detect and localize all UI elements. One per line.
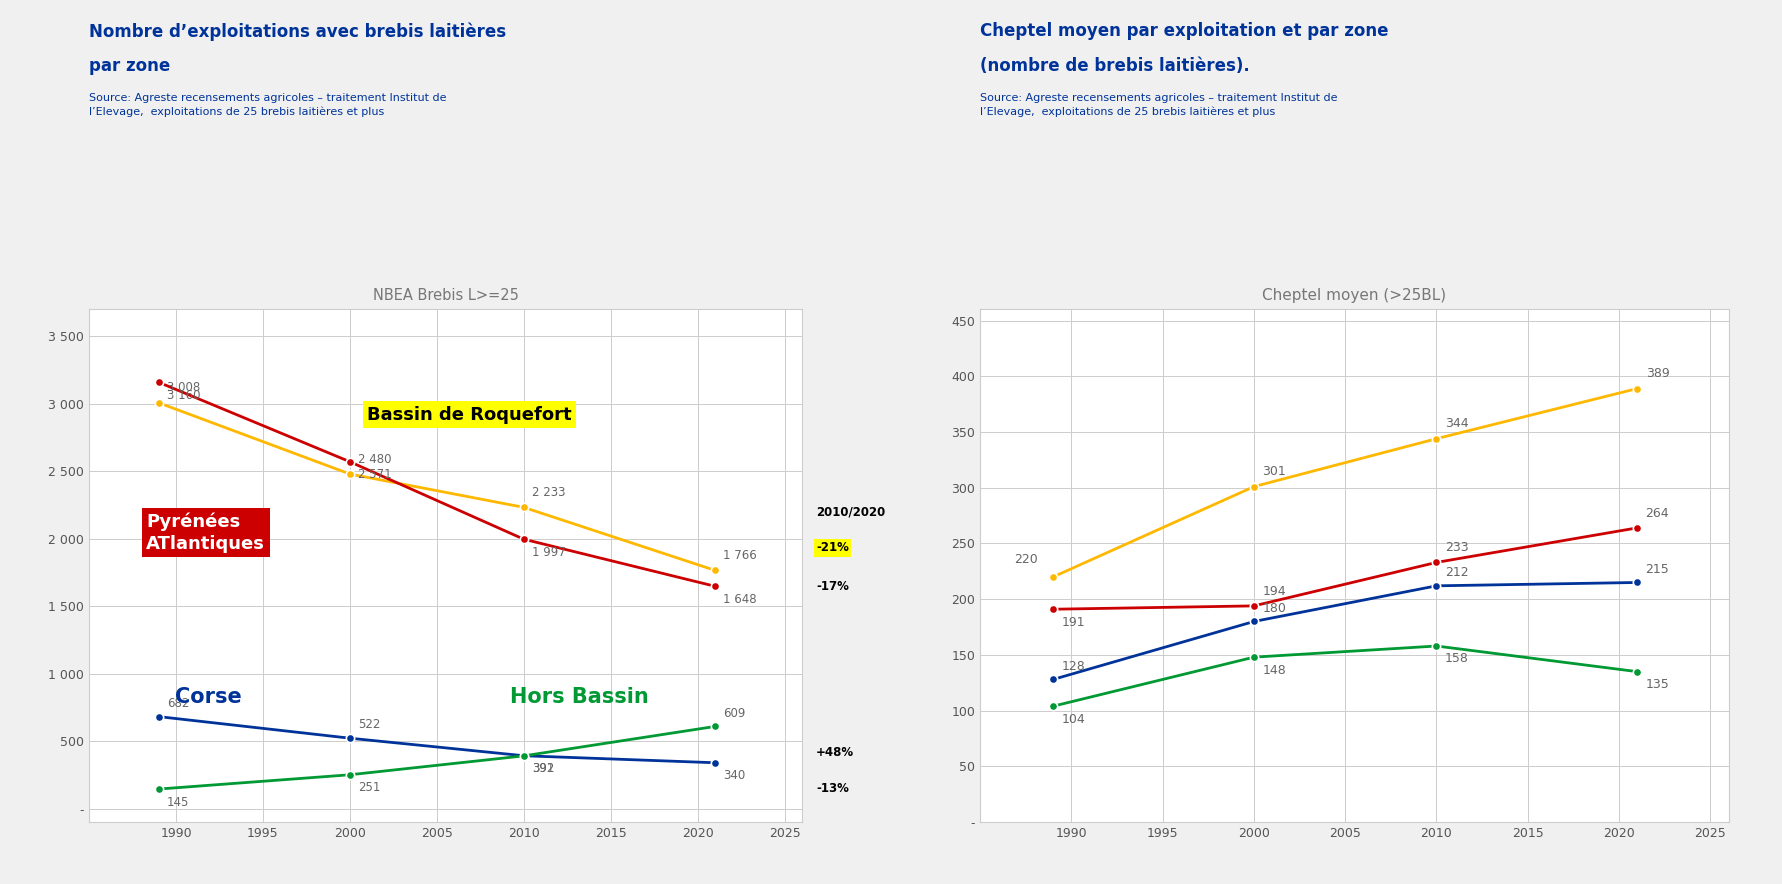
Text: 191: 191 [1062, 615, 1085, 629]
Text: 212: 212 [1445, 566, 1468, 579]
Text: 2 571: 2 571 [358, 469, 392, 481]
Text: 3 008: 3 008 [168, 381, 200, 394]
Text: 215: 215 [1645, 562, 1670, 575]
Text: 145: 145 [168, 796, 189, 809]
Text: -21%: -21% [816, 541, 848, 554]
Text: 522: 522 [358, 719, 381, 731]
Text: 301: 301 [1262, 465, 1287, 478]
Text: 1 997: 1 997 [533, 545, 567, 559]
Text: 609: 609 [723, 706, 745, 720]
Title: NBEA Brebis L>=25: NBEA Brebis L>=25 [372, 287, 519, 302]
Text: 340: 340 [723, 769, 745, 782]
Text: Nombre d’exploitations avec brebis laitières: Nombre d’exploitations avec brebis laiti… [89, 22, 506, 41]
Text: 344: 344 [1445, 417, 1468, 431]
Text: 2 480: 2 480 [358, 453, 392, 466]
Text: 148: 148 [1262, 664, 1287, 676]
Text: 251: 251 [358, 781, 381, 794]
Text: 682: 682 [168, 697, 189, 710]
Text: 194: 194 [1262, 584, 1287, 598]
Text: -17%: -17% [816, 580, 848, 593]
Text: (nombre de brebis laitières).: (nombre de brebis laitières). [980, 57, 1249, 75]
Text: Bassin de Roquefort: Bassin de Roquefort [367, 406, 572, 423]
Text: par zone: par zone [89, 57, 171, 75]
Text: 389: 389 [1645, 367, 1670, 380]
Text: 1 766: 1 766 [723, 549, 757, 562]
Text: 3 160: 3 160 [168, 389, 200, 401]
Text: 392: 392 [533, 762, 554, 775]
Text: -13%: -13% [816, 782, 848, 796]
Text: 1 648: 1 648 [723, 592, 757, 606]
Text: 391: 391 [533, 762, 554, 775]
Title: Cheptel moyen (>25BL): Cheptel moyen (>25BL) [1262, 287, 1447, 302]
Text: 180: 180 [1262, 601, 1287, 614]
Text: 135: 135 [1645, 678, 1670, 691]
Text: 104: 104 [1062, 713, 1085, 726]
Text: +48%: +48% [816, 746, 854, 759]
Text: 233: 233 [1445, 541, 1468, 554]
Text: 220: 220 [1014, 552, 1037, 566]
Text: 264: 264 [1645, 507, 1670, 520]
Text: 2 233: 2 233 [533, 486, 565, 499]
Text: 158: 158 [1445, 652, 1468, 666]
Text: Hors Bassin: Hors Bassin [510, 687, 649, 706]
Text: 128: 128 [1062, 659, 1085, 673]
Text: Corse: Corse [175, 687, 241, 706]
Text: Pyrénées
ATlantiques: Pyrénées ATlantiques [146, 512, 266, 552]
Text: Source: Agreste recensements agricoles – traitement Institut de
l’Elevage,  expl: Source: Agreste recensements agricoles –… [89, 93, 447, 117]
Text: 2010/2020: 2010/2020 [816, 506, 886, 518]
Text: Source: Agreste recensements agricoles – traitement Institut de
l’Elevage,  expl: Source: Agreste recensements agricoles –… [980, 93, 1338, 117]
Text: Cheptel moyen par exploitation et par zone: Cheptel moyen par exploitation et par zo… [980, 22, 1388, 40]
